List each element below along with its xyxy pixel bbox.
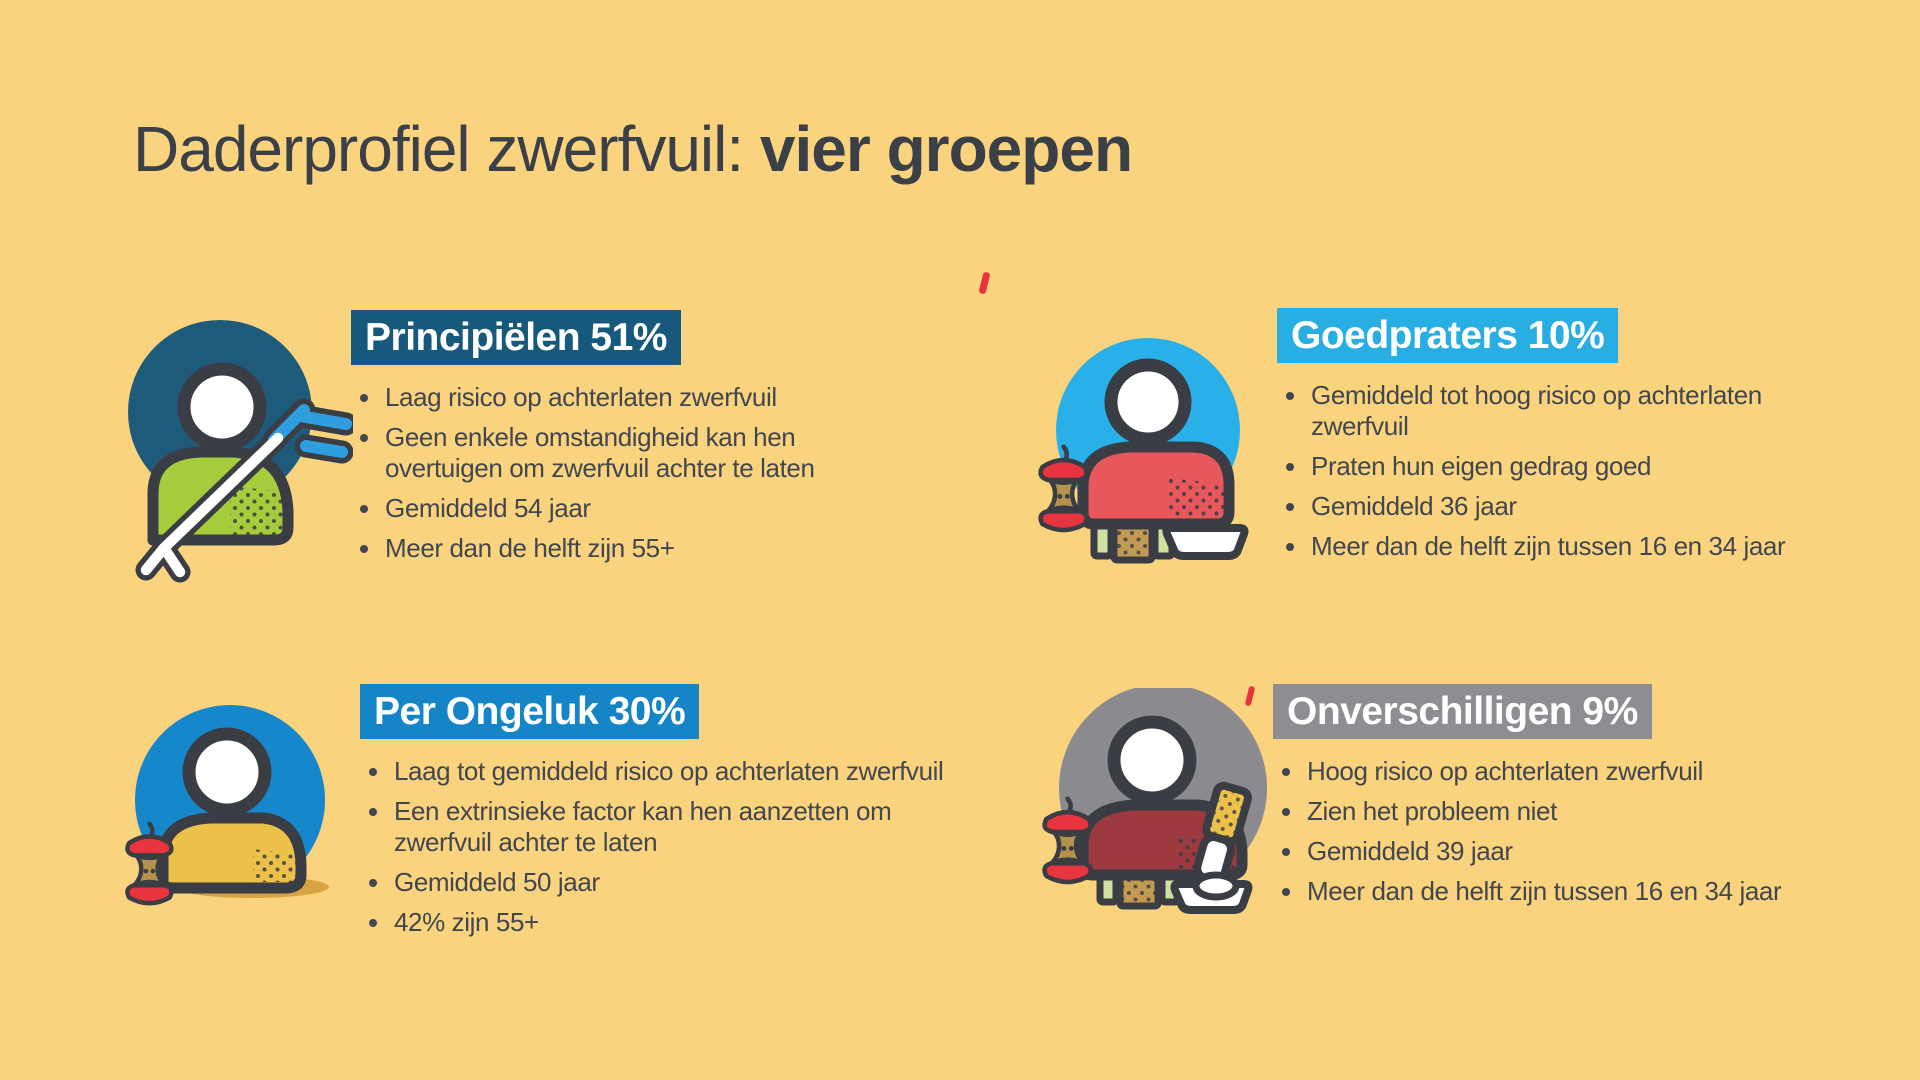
litter-grabber-icon: [135, 398, 353, 583]
bullet-item: Meer dan de helft zijn tussen 16 en 34 j…: [1273, 876, 1920, 907]
bullet-item: Gemiddeld 54 jaar: [351, 493, 1051, 524]
group-badge: Principiëlen 51%: [351, 310, 681, 365]
group-section-onverschilligen: Onverschilligen 9% Hoog risico op achter…: [1273, 684, 1920, 916]
avatar-per-ongeluk: [105, 705, 329, 912]
group-section-principielen: Principiëlen 51% Laag risico op achterla…: [351, 310, 1051, 573]
group-bullet-list: Laag tot gemiddeld risico op achterlaten…: [360, 756, 1060, 938]
group-bullet-list: Hoog risico op achterlaten zwerfvuil Zie…: [1273, 756, 1920, 907]
group-badge: Onverschilligen 9%: [1273, 684, 1652, 739]
bullet-item: Praten hun eigen gedrag goed: [1277, 451, 1920, 482]
bullet-item: Een extrinsieke factor kan hen aanzetten…: [360, 796, 1060, 858]
bowl-icon: [1162, 524, 1249, 560]
avatar-head: [177, 362, 267, 452]
page-title-regular: Daderprofiel zwerfvuil:: [133, 113, 760, 185]
bullet-item: Meer dan de helft zijn tussen 16 en 34 j…: [1277, 531, 1920, 562]
page-title-bold: vier groepen: [759, 113, 1133, 185]
bullet-item: Laag risico op achterlaten zwerfvuil: [351, 382, 1051, 413]
avatar-onverschilligen: [1028, 688, 1267, 914]
bullet-item: Gemiddeld 50 jaar: [360, 867, 1060, 898]
group-section-goedpraters: Goedpraters 10% Gemiddeld tot hoog risic…: [1277, 308, 1920, 571]
bullet-item: Hoog risico op achterlaten zwerfvuil: [1273, 756, 1920, 787]
hand-icon: [1192, 871, 1240, 901]
bullet-item: Geen enkele omstandigheid kan hen overtu…: [351, 422, 1051, 484]
bullet-item: Laag tot gemiddeld risico op achterlaten…: [360, 756, 1060, 787]
avatar-principielen: [128, 320, 353, 583]
page-title: Daderprofiel zwerfvuil: vier groepen: [133, 104, 1133, 194]
bullet-item: Meer dan de helft zijn 55+: [351, 533, 1051, 564]
bullet-item: Zien het probleem niet: [1273, 796, 1920, 827]
avatar-head: [182, 727, 272, 817]
red-tick-decoration: [978, 271, 991, 295]
bullet-item: Gemiddeld 36 jaar: [1277, 491, 1920, 522]
group-section-per-ongeluk: Per Ongeluk 30% Laag tot gemiddeld risic…: [360, 684, 1060, 947]
group-bullet-list: Laag risico op achterlaten zwerfvuil Gee…: [351, 382, 1051, 564]
group-badge: Per Ongeluk 30%: [360, 684, 700, 739]
avatar-head: [1104, 358, 1192, 446]
bullet-item: Gemiddeld tot hoog risico op achterlaten…: [1277, 380, 1920, 442]
group-badge: Goedpraters 10%: [1277, 308, 1619, 363]
bullet-item: 42% zijn 55+: [360, 907, 1060, 938]
bullet-item: Gemiddeld 39 jaar: [1273, 836, 1920, 867]
avatar-goedpraters: [1018, 338, 1249, 564]
group-bullet-list: Gemiddeld tot hoog risico op achterlaten…: [1277, 380, 1920, 562]
avatar-head: [1107, 715, 1197, 805]
